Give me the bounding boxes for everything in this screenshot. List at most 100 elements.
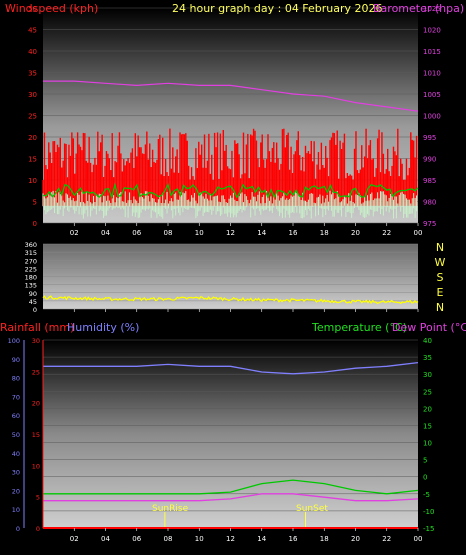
rain-ytick: 0 <box>36 525 40 533</box>
direction-line <box>42 295 419 305</box>
wind-ytick: 30 <box>28 91 37 99</box>
wind-xtick: 20 <box>351 229 360 237</box>
baro-ytick: 990 <box>423 156 436 164</box>
humidity-ytick: 0 <box>16 525 20 533</box>
wind-ytick: 45 <box>28 27 37 35</box>
wind-xtick: 00 <box>414 229 423 237</box>
wind-average-line <box>42 182 419 199</box>
temp-ytick: 40 <box>423 337 432 345</box>
humidity-ytick: 20 <box>12 487 20 495</box>
temp-ytick: -10 <box>423 508 434 516</box>
dewpoint-axis-label: Dew Point (°C) <box>392 321 466 334</box>
rain-ytick: 30 <box>32 337 40 345</box>
rain-ytick: 15 <box>32 431 40 439</box>
compass-label: N <box>436 241 444 254</box>
wind-xtick: 12 <box>226 229 235 237</box>
windspeed-axis-label: Windspeed (kph) <box>5 2 98 15</box>
dir-ytick: 0 <box>33 306 37 314</box>
wind-xtick: 16 <box>289 229 298 237</box>
wind-ytick: 40 <box>28 48 37 56</box>
dir-ytick: 180 <box>25 274 37 282</box>
baro-ytick: 1005 <box>423 91 441 99</box>
baro-ytick: 995 <box>423 134 436 142</box>
rain-ytick: 20 <box>32 400 40 408</box>
dewpoint-line <box>43 493 419 502</box>
temp-ytick: 30 <box>423 371 432 379</box>
rainfall-axis-label: Rainfall (mm) <box>0 321 74 334</box>
wind-xtick: 06 <box>132 229 141 237</box>
humidity-ytick: 10 <box>12 506 20 514</box>
wind-ytick: 50 <box>28 5 37 13</box>
temperature-line <box>43 479 419 495</box>
wind-ytick: 5 <box>33 199 37 207</box>
barometer-axis-label: Barometer (hpa) <box>373 2 464 15</box>
baro-ytick: 1015 <box>423 48 441 56</box>
humidity-ytick: 60 <box>12 412 20 420</box>
humidity-ytick: 50 <box>12 431 20 439</box>
compass-label: S <box>437 271 444 284</box>
wind-ytick: 10 <box>28 177 37 185</box>
humidity-ytick: 80 <box>12 375 20 383</box>
compass-label: E <box>437 286 444 299</box>
humidity-axis-label: Humidity (%) <box>67 321 139 334</box>
wind-xtick: 14 <box>257 229 266 237</box>
wind-xtick: 04 <box>101 229 110 237</box>
temp-xtick: 22 <box>382 535 391 543</box>
temp-xtick: 16 <box>289 535 298 543</box>
dir-ytick: 315 <box>25 249 37 257</box>
compass-label: W <box>435 256 446 269</box>
dir-ytick: 135 <box>25 282 37 290</box>
temp-xtick: 20 <box>351 535 360 543</box>
wind-xtick: 02 <box>70 229 79 237</box>
sunset-label: SunSet <box>296 504 328 514</box>
baro-ytick: 1025 <box>423 5 441 13</box>
wind-ytick: 25 <box>28 113 37 121</box>
sunrise-label: SunRise <box>152 504 189 514</box>
temp-xtick: 10 <box>195 535 204 543</box>
humidity-ytick: 70 <box>12 393 20 401</box>
temp-ytick: 0 <box>423 474 427 482</box>
baro-ytick: 1020 <box>423 27 441 35</box>
humidity-ytick: 90 <box>12 356 20 364</box>
wind-xtick: 18 <box>320 229 329 237</box>
wind-ytick: 0 <box>33 220 37 228</box>
temp-ytick: 10 <box>423 440 432 448</box>
humidity-line <box>43 361 419 375</box>
dir-ytick: 45 <box>29 298 37 306</box>
baro-ytick: 975 <box>423 220 436 228</box>
chart-title: 24 hour graph day : 04 February 2026 <box>172 2 383 15</box>
dir-ytick: 225 <box>25 265 37 273</box>
wind-ytick: 35 <box>28 70 37 78</box>
temp-ytick: 5 <box>423 457 427 465</box>
humidity-ytick: 100 <box>8 337 20 345</box>
wind-xtick: 10 <box>195 229 204 237</box>
temp-ytick: -5 <box>423 491 430 499</box>
rain-ytick: 25 <box>32 368 40 376</box>
temp-xtick: 18 <box>320 535 329 543</box>
baro-ytick: 1000 <box>423 113 441 121</box>
dir-ytick: 90 <box>29 290 37 298</box>
temp-xtick: 14 <box>257 535 266 543</box>
compass-label: N <box>436 301 444 314</box>
temp-xtick: 06 <box>132 535 141 543</box>
temp-xtick: 08 <box>164 535 173 543</box>
temp-plot-area <box>43 340 418 528</box>
wind-xtick: 08 <box>164 229 173 237</box>
humidity-ytick: 40 <box>12 450 20 458</box>
humidity-ytick: 30 <box>12 469 20 477</box>
temp-ytick: -15 <box>423 525 434 533</box>
temperature-axis-label: Temperature (°C) <box>311 321 407 334</box>
baro-ytick: 985 <box>423 177 436 185</box>
dir-ytick: 270 <box>25 257 37 265</box>
wind-xtick: 22 <box>382 229 391 237</box>
temp-xtick: 12 <box>226 535 235 543</box>
wind-ytick: 15 <box>28 156 37 164</box>
wind-ytick: 20 <box>28 134 37 142</box>
temp-ytick: 15 <box>423 422 432 430</box>
baro-ytick: 980 <box>423 199 436 207</box>
barometer-line <box>43 80 419 112</box>
temp-ytick: 25 <box>423 388 432 396</box>
temp-ytick: 20 <box>423 405 432 413</box>
rain-ytick: 10 <box>32 462 40 470</box>
rain-ytick: 5 <box>36 494 40 502</box>
